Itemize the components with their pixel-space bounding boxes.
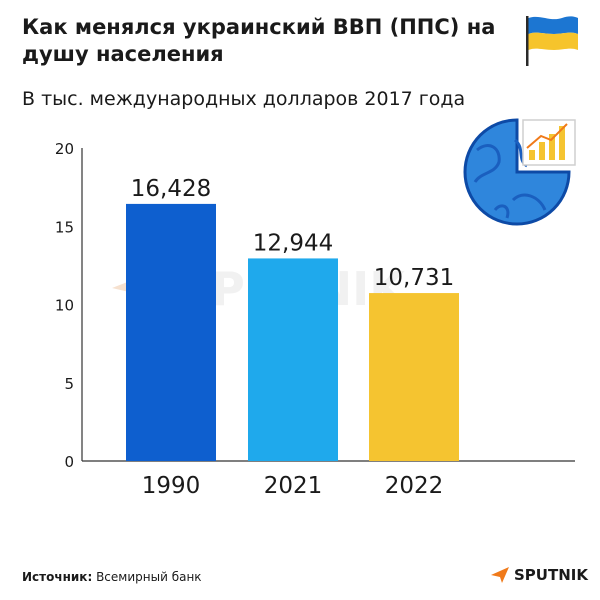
chart-title: Как менялся украинский ВВП (ППС) на душу…: [22, 15, 496, 66]
bar-2021: [248, 258, 338, 461]
data-label-2022: 10,731: [374, 265, 454, 291]
x-tick-label-2021: 2021: [264, 473, 323, 499]
source-label: Источник:: [22, 570, 93, 584]
y-tick-label-2: 10: [55, 297, 74, 315]
y-tick-label-0: 0: [64, 453, 74, 471]
globe-chart-icon: [463, 118, 576, 226]
data-label-1990: 16,428: [131, 176, 211, 202]
y-tick-label-1: 5: [64, 375, 74, 393]
bar-2022: [369, 293, 459, 461]
source-value: Всемирный банк: [96, 570, 202, 584]
chart-subtitle: В тыс. международных долларов 2017 года: [22, 88, 466, 110]
brand-name: SPUTNIK: [514, 566, 588, 584]
x-tick-label-1990: 1990: [142, 473, 201, 499]
ukraine-flag-icon: [526, 16, 578, 66]
x-tick-label-2022: 2022: [385, 473, 444, 499]
source-note: Источник: Всемирный банк: [22, 570, 202, 584]
y-tick-label-4: 20: [55, 140, 74, 158]
bar-1990: [126, 203, 216, 461]
y-tick-label-3: 15: [55, 218, 74, 236]
brand-logo: SPUTNIK: [490, 566, 588, 584]
data-label-2021: 12,944: [253, 230, 333, 256]
sputnik-arrow-icon: [491, 567, 509, 583]
